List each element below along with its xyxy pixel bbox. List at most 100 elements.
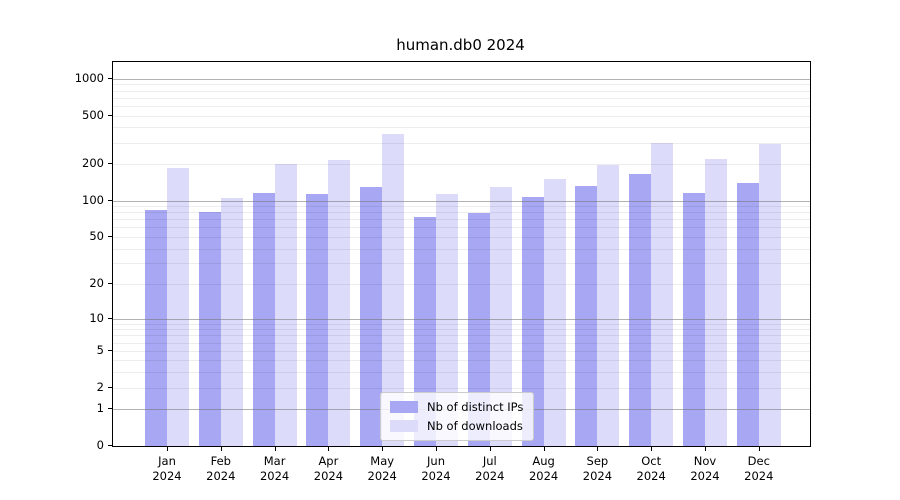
y-tick-mark [108, 408, 112, 410]
x-tick-mark [705, 447, 706, 451]
bar-distinct-ips [467, 213, 490, 446]
y-tick-mark [108, 77, 112, 79]
x-tick-mark [651, 447, 653, 451]
major-gridline [113, 200, 810, 202]
bar-downloads [220, 198, 243, 446]
x-tick-mark [489, 447, 491, 451]
x-tick-label: Feb 2024 [206, 454, 236, 483]
y-tick-mark [108, 283, 112, 285]
minor-gridline [113, 127, 810, 129]
x-tick-label: May 2024 [367, 454, 397, 483]
minor-gridline [113, 387, 810, 389]
minor-gridline [113, 248, 810, 250]
x-tick-mark [436, 447, 437, 451]
x-tick-label: Jun 2024 [421, 454, 451, 483]
minor-gridline [113, 263, 810, 265]
x-tick-mark [328, 447, 330, 451]
bar-distinct-ips [575, 185, 598, 446]
x-tick-mark [220, 447, 222, 451]
bar-downloads [651, 142, 674, 446]
minor-gridline [113, 212, 810, 214]
x-tick-label: Jul 2024 [475, 454, 505, 483]
minor-gridline [113, 219, 810, 221]
bar-distinct-ips [198, 212, 221, 446]
x-tick-label: Dec 2024 [744, 454, 774, 483]
y-tick-mark [108, 235, 112, 237]
bar-downloads [274, 164, 297, 446]
bar-downloads [167, 167, 189, 446]
minor-gridline [113, 164, 810, 166]
minor-gridline [113, 115, 810, 117]
x-tick-mark [382, 447, 384, 451]
y-tick-mark [108, 317, 112, 319]
bar-distinct-ips [521, 197, 544, 446]
y-tick-mark [108, 163, 112, 165]
x-tick-mark [758, 447, 760, 451]
bar-downloads [382, 133, 405, 446]
y-tick-label: 1 [96, 401, 104, 416]
bar-distinct-ips [306, 193, 329, 446]
minor-gridline [113, 372, 810, 374]
y-tick-label: 5 [96, 342, 104, 357]
minor-gridline [113, 350, 810, 352]
y-tick-label: 10 [89, 310, 104, 325]
minor-gridline [113, 342, 810, 344]
x-tick-label: Apr 2024 [313, 454, 344, 483]
x-tick-mark [274, 447, 276, 451]
major-gridline [113, 318, 810, 320]
y-tick-mark [108, 199, 112, 201]
minor-gridline [113, 323, 810, 325]
minor-gridline [113, 227, 810, 229]
bar-distinct-ips [736, 183, 759, 446]
x-tick-label: Mar 2024 [259, 454, 290, 483]
minor-gridline [113, 329, 810, 331]
bar-distinct-ips [629, 173, 652, 446]
bar-downloads [436, 194, 458, 446]
chart-title: human.db0 2024 [396, 36, 525, 54]
legend-label-distinct-ips: Nb of distinct IPs [427, 400, 524, 414]
minor-gridline [113, 105, 810, 107]
bar-downloads [489, 187, 512, 446]
minor-gridline [113, 90, 810, 92]
y-tick-label: 1000 [74, 70, 104, 85]
y-tick-label: 50 [89, 228, 104, 243]
x-tick-mark [167, 447, 168, 451]
bar-distinct-ips [360, 187, 383, 446]
bar-downloads [705, 159, 727, 446]
legend-item-distinct-ips: Nb of distinct IPs [390, 400, 523, 414]
minor-gridline [113, 360, 810, 362]
minor-gridline [113, 84, 810, 86]
bar-distinct-ips [414, 217, 436, 446]
bar-distinct-ips [145, 210, 167, 446]
x-tick-label: Jan 2024 [152, 454, 182, 483]
x-tick-label: Nov 2024 [690, 454, 720, 483]
legend-swatch-distinct-ips [390, 401, 418, 413]
legend: Nb of distinct IPs Nb of downloads [380, 392, 535, 441]
minor-gridline [113, 97, 810, 99]
y-tick-label: 100 [82, 192, 104, 207]
bar-downloads [328, 160, 351, 446]
minor-gridline [113, 206, 810, 208]
minor-gridline [113, 284, 810, 286]
x-tick-label: Oct 2024 [636, 454, 666, 483]
bar-downloads [597, 164, 620, 446]
y-tick-mark [108, 114, 112, 116]
legend-swatch-downloads [390, 420, 418, 432]
y-tick-label: 500 [82, 107, 104, 122]
legend-item-downloads: Nb of downloads [390, 419, 523, 433]
y-tick-label: 0 [96, 438, 104, 452]
plot-area [112, 61, 811, 447]
x-tick-mark [597, 447, 599, 451]
y-tick-mark [108, 349, 112, 351]
major-gridline [113, 78, 810, 80]
y-tick-label: 2 [96, 379, 104, 394]
bar-downloads [758, 143, 781, 446]
x-tick-label: Sep 2024 [582, 454, 613, 483]
bar-downloads [543, 178, 566, 446]
minor-gridline [113, 142, 810, 144]
x-tick-mark [543, 447, 545, 451]
minor-gridline [113, 236, 810, 238]
y-tick-mark [108, 386, 112, 388]
y-tick-mark [108, 445, 112, 446]
